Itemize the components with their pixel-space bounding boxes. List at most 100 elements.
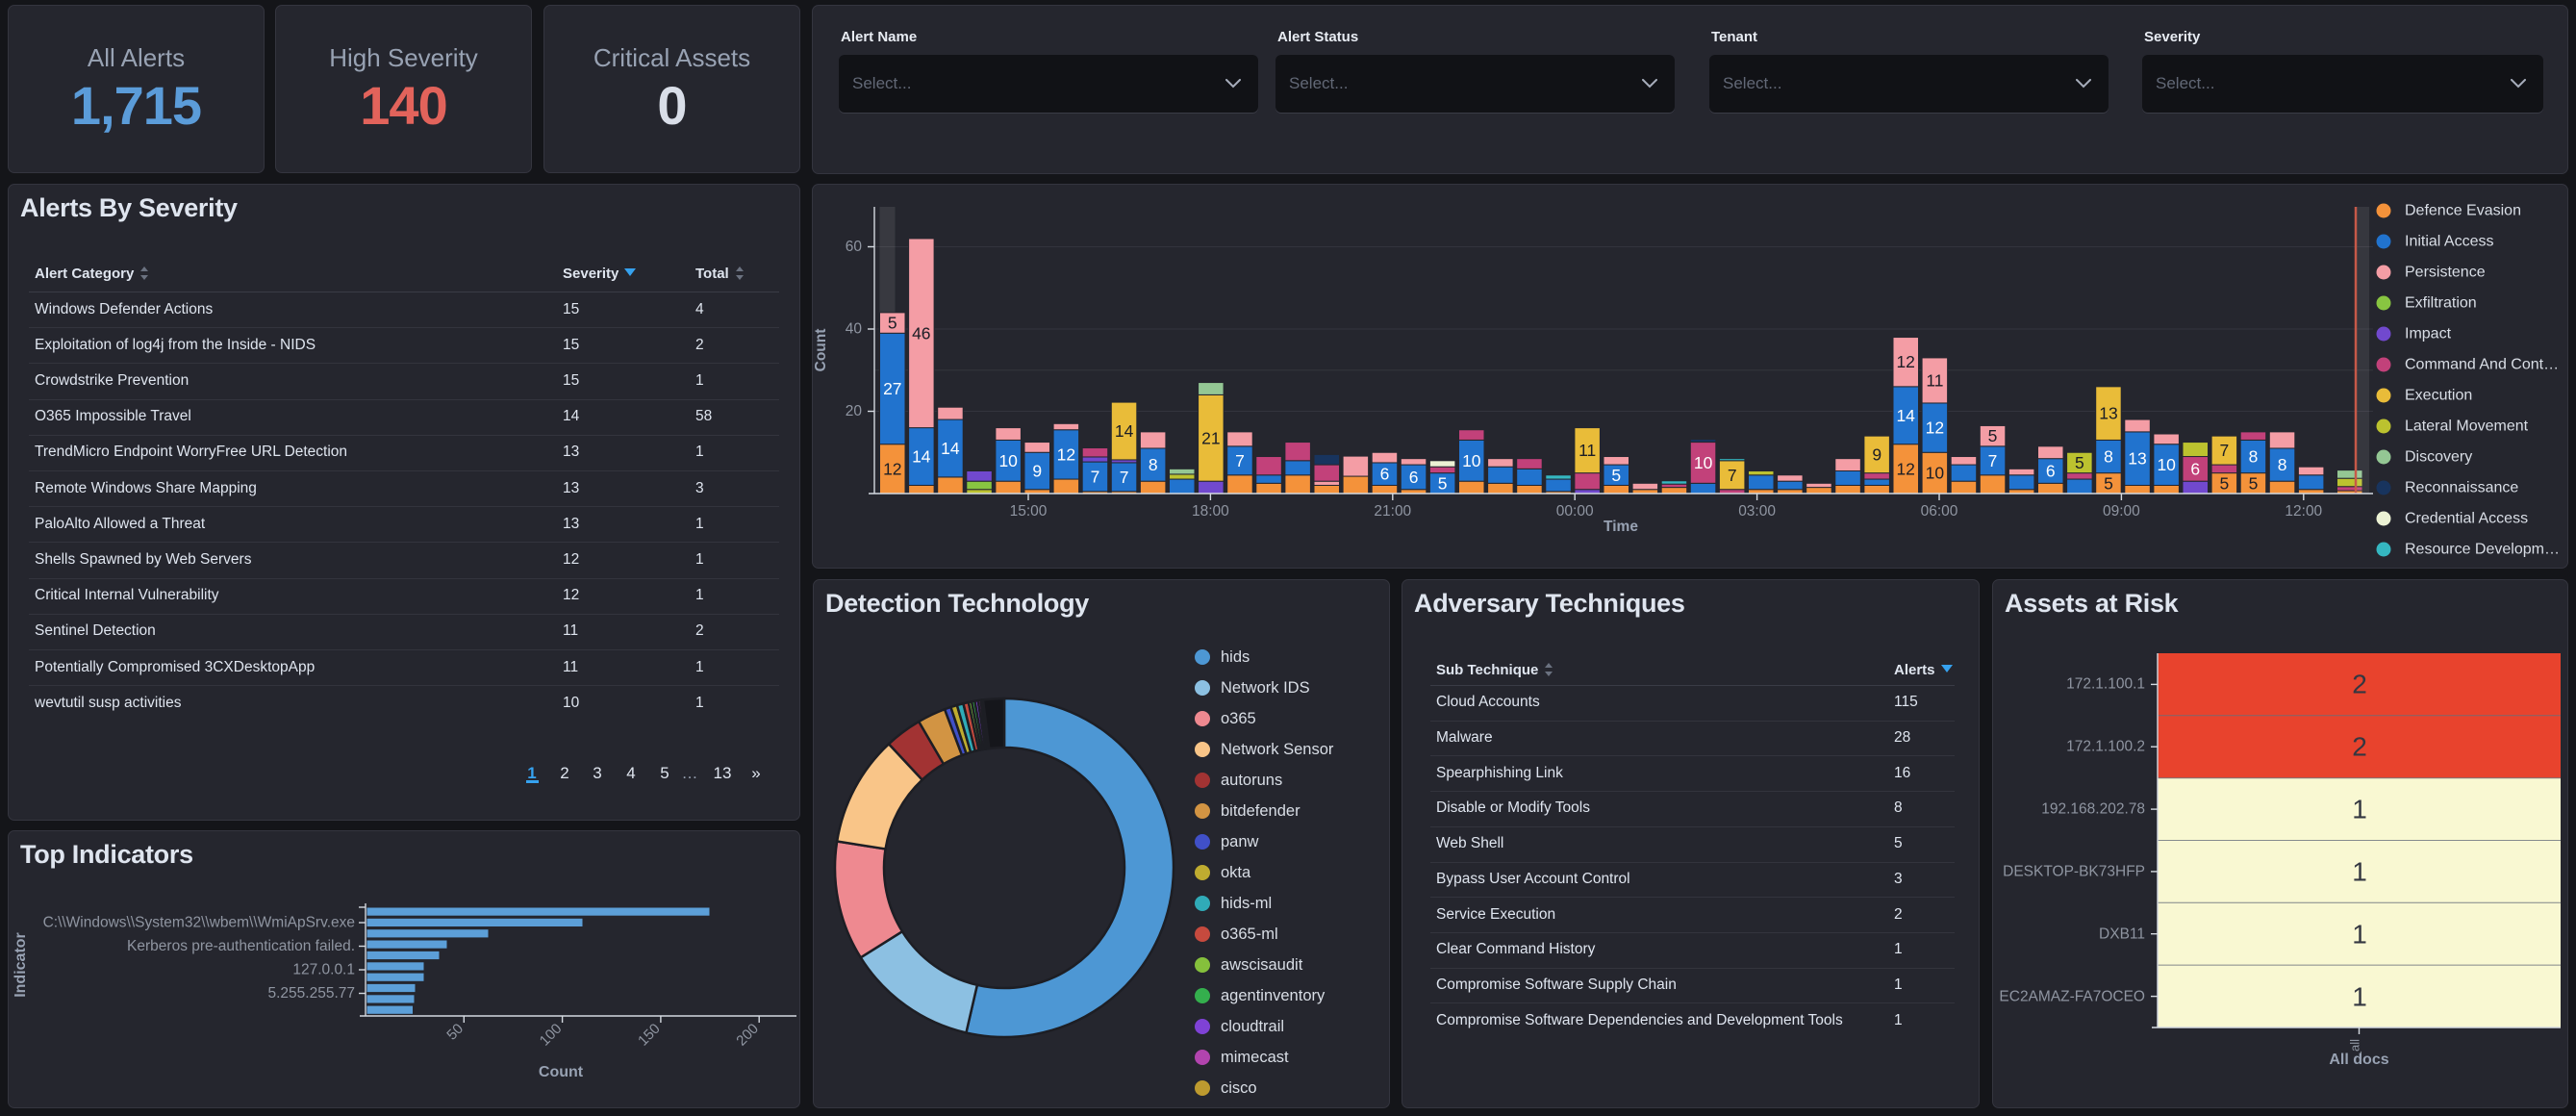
svg-text:14: 14 bbox=[1896, 406, 1915, 425]
svg-text:10: 10 bbox=[1462, 451, 1481, 470]
svg-text:5: 5 bbox=[2075, 453, 2084, 472]
svg-text:DXB11: DXB11 bbox=[2099, 926, 2145, 943]
svg-text:172.1.100.2: 172.1.100.2 bbox=[2066, 739, 2145, 755]
svg-text:Network IDS: Network IDS bbox=[1221, 679, 1310, 697]
svg-text:Time: Time bbox=[1604, 519, 1638, 535]
svg-text:_all: _all bbox=[2348, 1039, 2362, 1059]
svg-text:46: 46 bbox=[912, 323, 930, 342]
svg-text:Count: Count bbox=[539, 1064, 584, 1080]
svg-text:40: 40 bbox=[846, 321, 863, 338]
svg-text:o365: o365 bbox=[1221, 710, 1256, 727]
svg-text:21: 21 bbox=[1201, 428, 1220, 447]
svg-text:14: 14 bbox=[912, 447, 931, 467]
svg-text:6: 6 bbox=[1380, 465, 1390, 484]
svg-text:7: 7 bbox=[1120, 468, 1129, 487]
svg-text:Impact: Impact bbox=[2405, 326, 2452, 342]
svg-text:Kerberos pre-authentication fa: Kerberos pre-authentication failed. bbox=[127, 938, 355, 954]
svg-text:autoruns: autoruns bbox=[1221, 772, 1282, 789]
svg-text:20: 20 bbox=[846, 403, 863, 419]
svg-text:5: 5 bbox=[888, 314, 897, 333]
svg-text:Count: Count bbox=[813, 329, 829, 372]
svg-text:mimecast: mimecast bbox=[1221, 1049, 1289, 1066]
svg-text:15:00: 15:00 bbox=[1010, 503, 1048, 520]
svg-text:Resource Developm…: Resource Developm… bbox=[2405, 542, 2560, 558]
svg-text:bitdefender: bitdefender bbox=[1221, 802, 1301, 820]
svg-text:1: 1 bbox=[2352, 920, 2367, 950]
svg-text:Lateral Movement: Lateral Movement bbox=[2405, 418, 2529, 435]
svg-text:Indicator: Indicator bbox=[13, 932, 29, 998]
svg-text:6: 6 bbox=[1409, 468, 1419, 487]
svg-text:12: 12 bbox=[883, 459, 901, 478]
svg-text:1: 1 bbox=[2352, 857, 2367, 887]
svg-text:12: 12 bbox=[1057, 444, 1075, 464]
svg-text:EC2AMAZ-FA7OCEO: EC2AMAZ-FA7OCEO bbox=[1999, 989, 2145, 1005]
svg-text:cloudtrail: cloudtrail bbox=[1221, 1018, 1284, 1035]
svg-text:11: 11 bbox=[1926, 370, 1943, 390]
svg-text:12: 12 bbox=[1896, 459, 1914, 478]
svg-text:18:00: 18:00 bbox=[1192, 503, 1229, 520]
svg-text:8: 8 bbox=[2278, 455, 2287, 474]
svg-text:5.255.255.77: 5.255.255.77 bbox=[267, 985, 355, 1002]
svg-text:7: 7 bbox=[1988, 451, 1998, 470]
svg-text:100: 100 bbox=[537, 1021, 566, 1050]
svg-text:27: 27 bbox=[883, 379, 901, 398]
svg-text:9: 9 bbox=[1032, 462, 1042, 481]
svg-text:Defence Evasion: Defence Evasion bbox=[2405, 203, 2521, 219]
svg-text:Execution: Execution bbox=[2405, 388, 2472, 404]
svg-text:150: 150 bbox=[635, 1021, 664, 1050]
svg-text:5: 5 bbox=[2249, 473, 2259, 493]
svg-text:127.0.0.1: 127.0.0.1 bbox=[292, 962, 355, 978]
svg-text:60: 60 bbox=[846, 239, 863, 255]
svg-text:7: 7 bbox=[1091, 468, 1100, 487]
svg-text:8: 8 bbox=[2249, 447, 2259, 467]
svg-text:cisco: cisco bbox=[1221, 1079, 1257, 1097]
svg-text:Discovery: Discovery bbox=[2405, 449, 2472, 466]
svg-text:14: 14 bbox=[1115, 421, 1134, 441]
svg-text:Persistence: Persistence bbox=[2405, 265, 2486, 281]
svg-text:7: 7 bbox=[1728, 466, 1737, 485]
svg-text:200: 200 bbox=[733, 1021, 762, 1050]
svg-text:7: 7 bbox=[1235, 451, 1245, 470]
svg-text:13: 13 bbox=[2099, 404, 2117, 423]
svg-text:1: 1 bbox=[2352, 982, 2367, 1012]
svg-text:Exfiltration: Exfiltration bbox=[2405, 295, 2477, 312]
svg-text:5: 5 bbox=[2104, 473, 2113, 493]
svg-text:13: 13 bbox=[2128, 449, 2146, 469]
svg-text:awscisaudit: awscisaudit bbox=[1221, 956, 1303, 974]
svg-text:8: 8 bbox=[1149, 455, 1158, 474]
svg-text:Network Sensor: Network Sensor bbox=[1221, 741, 1334, 758]
svg-text:8: 8 bbox=[2104, 447, 2113, 467]
svg-text:10: 10 bbox=[998, 451, 1018, 470]
svg-text:5: 5 bbox=[1438, 473, 1448, 493]
svg-text:172.1.100.1: 172.1.100.1 bbox=[2066, 676, 2145, 693]
svg-text:C:\\Windows\\System32\\wbem\\W: C:\\Windows\\System32\\wbem\\WmiApSrv.ex… bbox=[43, 915, 355, 931]
svg-text:10: 10 bbox=[1694, 453, 1713, 472]
svg-text:09:00: 09:00 bbox=[2103, 503, 2140, 520]
svg-text:10: 10 bbox=[1926, 464, 1945, 483]
svg-text:o365-ml: o365-ml bbox=[1221, 926, 1278, 943]
svg-text:6: 6 bbox=[2190, 459, 2200, 478]
svg-text:Reconnaissance: Reconnaissance bbox=[2405, 480, 2518, 496]
svg-text:192.168.202.78: 192.168.202.78 bbox=[2041, 801, 2145, 818]
svg-text:5: 5 bbox=[2220, 473, 2230, 493]
svg-text:Command And Cont…: Command And Cont… bbox=[2405, 357, 2559, 373]
svg-text:2: 2 bbox=[2352, 670, 2367, 699]
svg-text:okta: okta bbox=[1221, 864, 1251, 881]
svg-text:1: 1 bbox=[2352, 795, 2367, 824]
svg-text:panw: panw bbox=[1221, 833, 1259, 850]
svg-text:Credential Access: Credential Access bbox=[2405, 511, 2528, 527]
svg-text:12: 12 bbox=[1896, 352, 1914, 371]
svg-text:12:00: 12:00 bbox=[2285, 503, 2322, 520]
svg-text:Initial Access: Initial Access bbox=[2405, 234, 2493, 250]
svg-text:5: 5 bbox=[1611, 466, 1621, 485]
svg-text:agentinventory: agentinventory bbox=[1221, 987, 1326, 1004]
svg-text:06:00: 06:00 bbox=[1921, 503, 1958, 520]
svg-text:10: 10 bbox=[2157, 455, 2176, 474]
svg-text:hids: hids bbox=[1221, 648, 1250, 666]
svg-text:hids-ml: hids-ml bbox=[1221, 895, 1272, 912]
svg-text:5: 5 bbox=[1988, 426, 1998, 445]
svg-text:9: 9 bbox=[1872, 444, 1881, 464]
svg-text:6: 6 bbox=[2046, 462, 2056, 481]
svg-text:All docs: All docs bbox=[2329, 1052, 2388, 1068]
svg-text:DESKTOP-BK73HFP: DESKTOP-BK73HFP bbox=[2003, 864, 2145, 880]
